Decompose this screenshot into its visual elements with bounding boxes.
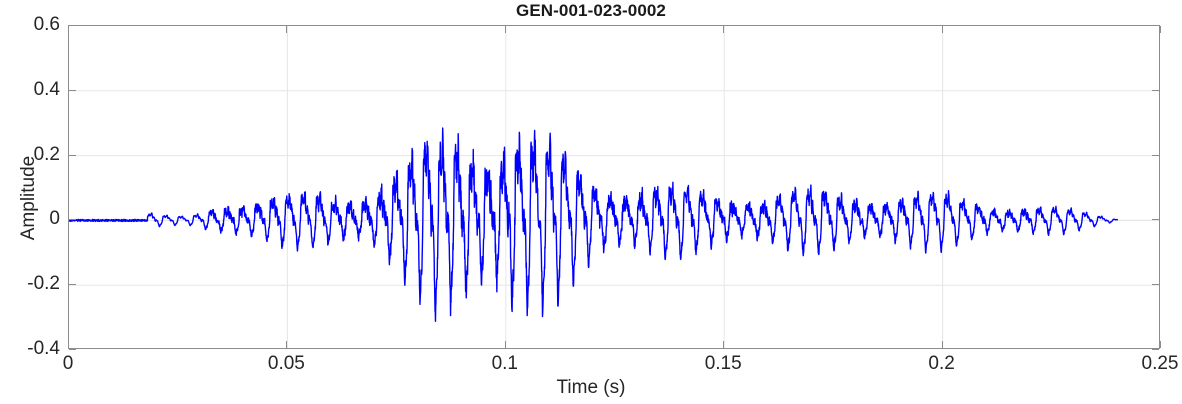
y-tick-label: 0 — [49, 208, 60, 230]
x-tick-label: 0.1 — [491, 353, 519, 374]
x-tick-label: 0.15 — [704, 353, 742, 374]
tick-mark — [1152, 349, 1159, 351]
y-tick-label: -0.4 — [27, 338, 60, 359]
x-axis-label: Time (s) — [556, 377, 626, 398]
y-tick-label: 0.4 — [33, 78, 60, 100]
tick-mark — [68, 341, 70, 348]
tick-mark — [942, 26, 944, 33]
tick-mark — [68, 26, 70, 33]
y-tick-label: 0.2 — [33, 143, 60, 165]
tick-mark — [69, 284, 76, 286]
tick-mark — [1152, 155, 1159, 157]
tick-mark — [505, 26, 507, 33]
tick-mark — [1152, 219, 1159, 221]
chart-title: GEN-001-023-0002 — [516, 1, 666, 20]
x-tick-label: 0 — [62, 353, 74, 374]
tick-mark — [286, 341, 288, 348]
tick-mark — [1152, 284, 1159, 286]
tick-mark — [69, 155, 76, 157]
plot-area — [68, 25, 1160, 349]
tick-mark — [723, 26, 725, 33]
tick-mark — [69, 90, 76, 92]
tick-mark — [942, 341, 944, 348]
waveform-plot-svg — [69, 26, 1159, 348]
tick-mark — [1152, 25, 1159, 27]
y-tick-label: 0.6 — [33, 14, 60, 35]
x-tick-label: 0.25 — [1141, 353, 1179, 374]
x-tick-label: 0.2 — [928, 353, 955, 374]
tick-mark — [69, 349, 76, 351]
grid-lines — [69, 26, 1159, 348]
y-tick-label: -0.2 — [27, 273, 60, 295]
tick-mark — [286, 26, 288, 33]
tick-mark — [505, 341, 507, 348]
waveform-trace — [69, 127, 1119, 323]
x-tick-label: 0.05 — [267, 353, 305, 374]
tick-mark — [723, 341, 725, 348]
tick-mark — [1160, 341, 1162, 348]
y-axis-label: Amplitude — [18, 155, 39, 241]
tick-mark — [1160, 26, 1162, 33]
tick-mark — [1152, 90, 1159, 92]
tick-mark — [69, 219, 76, 221]
tick-mark — [69, 25, 76, 27]
